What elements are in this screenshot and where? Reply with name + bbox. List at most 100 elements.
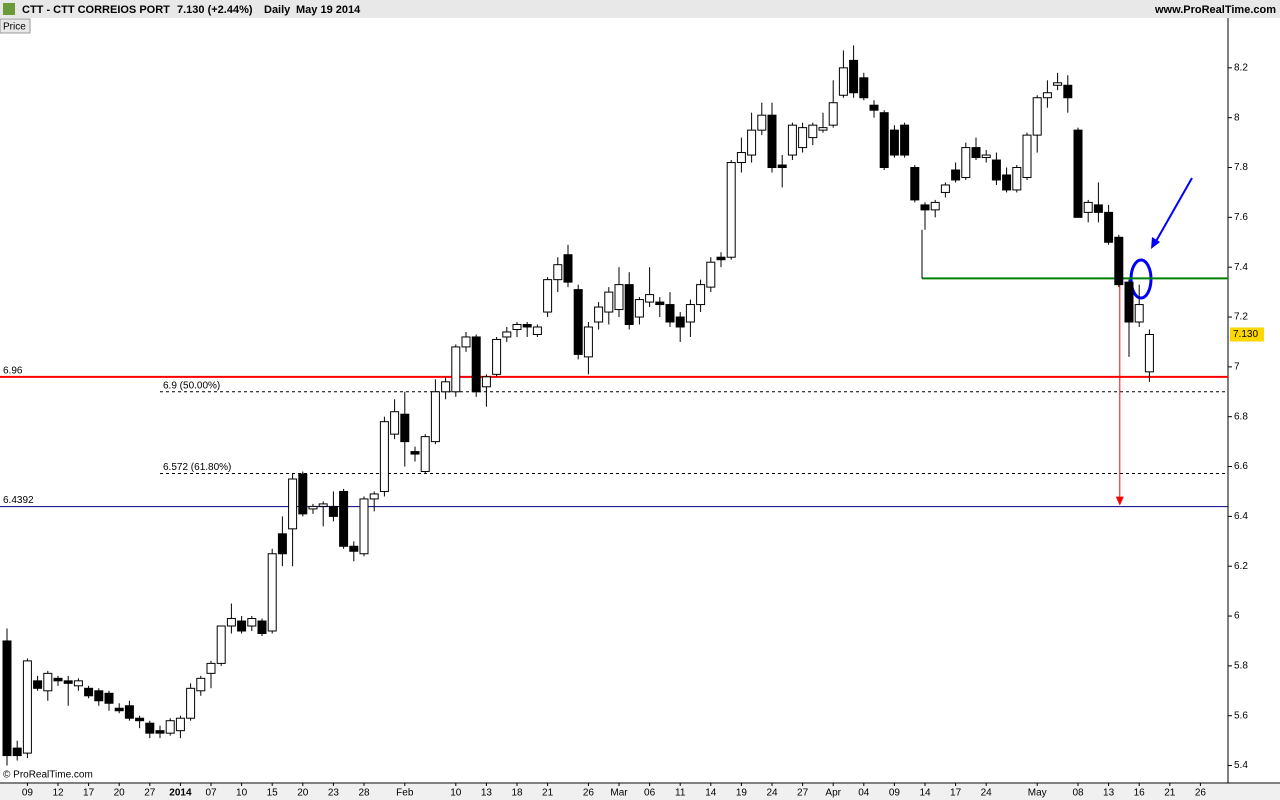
x-tick-label: 24 — [766, 788, 778, 799]
candle-body — [563, 254, 573, 283]
candle-body — [410, 451, 420, 455]
x-tick-label: 2014 — [169, 788, 192, 799]
candle-body — [206, 662, 216, 674]
candle-body — [614, 284, 624, 311]
x-tick-label: 07 — [205, 788, 217, 799]
candle-body — [298, 473, 308, 515]
candle-body — [359, 498, 369, 555]
candle-body — [1144, 333, 1154, 373]
candle-body — [145, 722, 155, 734]
candle-body — [155, 730, 165, 734]
x-tick-label: 13 — [481, 788, 493, 799]
x-tick-label: 21 — [542, 788, 554, 799]
candle-body — [1083, 201, 1093, 213]
candle-body — [1063, 84, 1073, 99]
y-tick-label: 8.2 — [1234, 62, 1248, 73]
level-label: 6.96 — [3, 365, 23, 376]
x-tick-label: 27 — [797, 788, 809, 799]
y-tick-label: 7.8 — [1234, 162, 1248, 173]
pointer-arrow-head — [1151, 237, 1160, 249]
candle-body — [2, 640, 12, 757]
candle-body — [685, 304, 695, 323]
candle-body — [492, 338, 502, 375]
y-tick-label: 6 — [1234, 611, 1240, 622]
candle-body — [583, 326, 593, 358]
candle-body — [971, 147, 981, 159]
candle-body — [165, 720, 175, 734]
candle-body — [369, 493, 379, 500]
candle-body — [736, 152, 746, 164]
candle-body — [63, 680, 73, 684]
candle-body — [53, 677, 63, 682]
candle-body — [379, 421, 389, 492]
y-tick-label: 7 — [1234, 362, 1240, 373]
x-tick-label: 15 — [267, 788, 279, 799]
candle-body — [1114, 236, 1124, 286]
candle-body — [849, 59, 859, 94]
site: www.ProRealTime.com — [1154, 4, 1276, 16]
pointer-arrow — [1154, 177, 1193, 244]
candle-body — [1134, 304, 1144, 323]
y-tick-label: 7.2 — [1234, 312, 1248, 323]
candle-body — [288, 478, 298, 530]
candle-body — [696, 284, 706, 306]
candle-body — [940, 184, 950, 193]
period: Daily — [264, 4, 291, 16]
panel-label: Price — [3, 22, 26, 33]
y-tick-label: 7.6 — [1234, 212, 1248, 223]
candle-body — [12, 747, 22, 757]
candle-body — [869, 104, 879, 111]
candle-body — [481, 376, 491, 388]
x-tick-label: 06 — [644, 788, 656, 799]
candle-body — [277, 533, 287, 555]
x-tick-label: 24 — [981, 788, 993, 799]
candle-body — [308, 505, 318, 510]
candle-body — [84, 687, 94, 697]
candle-body — [951, 169, 961, 181]
candle-body — [859, 77, 869, 99]
candle-body — [390, 411, 400, 435]
x-tick-label: May — [1028, 788, 1047, 799]
candle-body — [787, 124, 797, 156]
candle-body — [186, 687, 196, 719]
candle-body — [981, 154, 991, 159]
candle-body — [430, 391, 440, 443]
candle-body — [553, 264, 563, 281]
price-change: 7.130 (+2.44%) — [177, 4, 253, 16]
candle-body — [624, 284, 634, 325]
candle-body — [920, 204, 930, 211]
x-tick-label: 27 — [144, 788, 156, 799]
x-tick-label: 17 — [83, 788, 95, 799]
x-tick-label: 09 — [889, 788, 901, 799]
x-tick-label: 04 — [858, 788, 870, 799]
candle-body — [879, 112, 889, 169]
candle-body — [543, 279, 553, 313]
candle-body — [237, 620, 247, 632]
y-tick-label: 8 — [1234, 112, 1240, 123]
candle-body — [1032, 97, 1042, 136]
candle-body — [257, 620, 267, 634]
candle-body — [716, 256, 726, 261]
candle-body — [665, 304, 675, 323]
y-tick-label: 6.8 — [1234, 411, 1248, 422]
y-tick-label: 5.4 — [1234, 760, 1248, 771]
last-value-label: 7.130 — [1233, 329, 1258, 340]
x-tick-label: 08 — [1072, 788, 1084, 799]
candle-body — [645, 294, 655, 303]
candle-body — [43, 672, 53, 692]
candle-body — [1104, 211, 1114, 243]
y-tick-label: 5.6 — [1234, 710, 1248, 721]
x-tick-label: 09 — [22, 788, 34, 799]
candle-body — [216, 625, 226, 664]
x-tick-label: 14 — [705, 788, 717, 799]
candle-body — [604, 291, 614, 313]
candle-body — [124, 705, 134, 719]
candle-body — [818, 127, 828, 131]
y-tick-label: 6.2 — [1234, 561, 1248, 572]
candle-body — [757, 114, 767, 131]
candle-body — [594, 306, 604, 323]
candle-body — [328, 505, 338, 517]
candle-body — [747, 129, 757, 156]
candle-body — [1022, 134, 1032, 178]
